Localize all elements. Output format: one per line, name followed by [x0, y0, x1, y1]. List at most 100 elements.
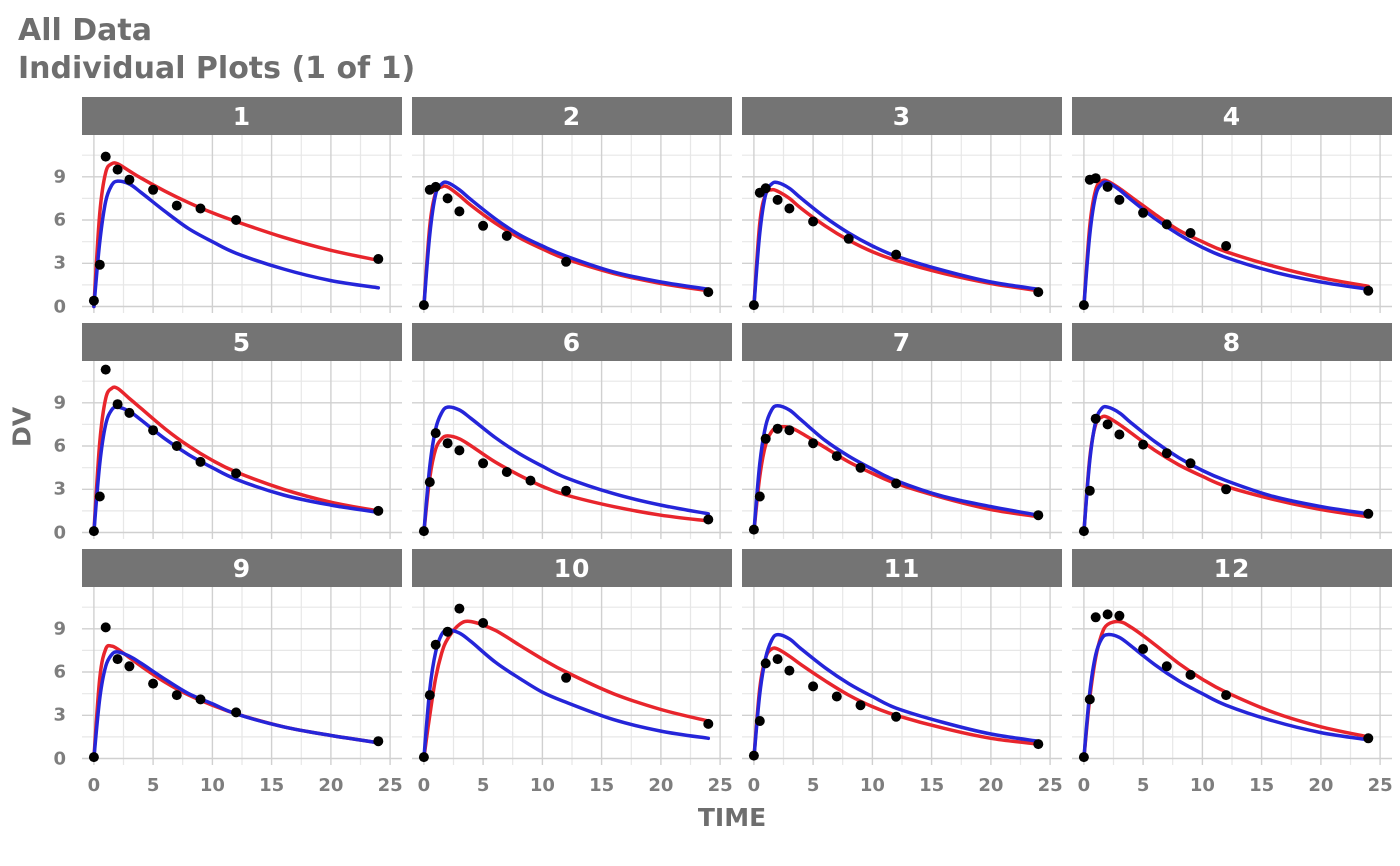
observation-point — [1102, 181, 1113, 192]
blue-curve — [422, 628, 711, 761]
observation-point — [373, 736, 384, 747]
observation-point — [1033, 510, 1044, 521]
observation-point — [171, 441, 182, 451]
observation-point — [124, 661, 135, 672]
x-axis-ticks: 0 5 10 15 20 25 — [1072, 775, 1393, 799]
observation-point — [231, 215, 242, 225]
observation-point — [772, 194, 783, 205]
observation-point — [703, 718, 714, 729]
observation-point — [171, 690, 182, 701]
observation-point — [1102, 419, 1113, 430]
observation-point — [772, 654, 783, 665]
observation-point — [442, 626, 453, 637]
observation-point — [891, 249, 902, 260]
observation-point — [418, 752, 429, 763]
x-tick-label: 0 — [747, 775, 761, 796]
y-tick-label: 0 — [53, 522, 66, 543]
observation-point — [1114, 429, 1125, 440]
observation-point — [760, 433, 771, 444]
observation-point — [784, 665, 795, 676]
observation-point — [100, 364, 111, 375]
x-axis-ticks: 0 5 10 15 20 25 — [742, 775, 1063, 799]
facet-plot-8 — [1072, 361, 1392, 539]
facet-strip-label: 8 — [1072, 323, 1392, 361]
observation-point — [808, 438, 819, 449]
x-tick-label: 20 — [978, 775, 1004, 796]
y-tick-label: 3 — [53, 478, 66, 500]
x-tick-label: 5 — [146, 775, 160, 796]
facet-panel-7: 7 — [742, 323, 1062, 539]
observation-point — [454, 603, 465, 614]
observation-point — [478, 458, 489, 469]
observation-point — [430, 639, 441, 650]
facet-strip-label: 9 — [82, 549, 402, 587]
facet-strip-label: 4 — [1072, 97, 1392, 135]
facet-panel-10: 10 — [412, 549, 732, 765]
observation-point — [1078, 526, 1089, 537]
x-tick-label: 15 — [259, 775, 285, 796]
observation-point — [1033, 287, 1044, 298]
blue-curve — [92, 650, 381, 761]
observation-point — [373, 505, 384, 516]
x-tick-label: 25 — [707, 775, 733, 796]
facet-strip-label: 11 — [742, 549, 1062, 587]
observation-point — [1078, 300, 1089, 311]
plot-subtitle: Individual Plots (1 of 1) — [18, 50, 416, 86]
facet-strip-label: 7 — [742, 323, 1062, 361]
observation-point — [1090, 612, 1101, 623]
observation-point — [418, 300, 429, 311]
x-tick-label: 20 — [648, 775, 674, 796]
observation-point — [1363, 285, 1374, 296]
x-tick-label: 5 — [1136, 775, 1150, 796]
facet-panel-3: 3 — [742, 97, 1062, 313]
observation-point — [748, 300, 759, 311]
observation-point — [88, 295, 99, 306]
x-tick-label: 25 — [1037, 775, 1063, 796]
y-tick-label: 3 — [53, 704, 66, 726]
observation-point — [100, 622, 111, 633]
observation-point — [1185, 458, 1196, 469]
observation-point — [148, 184, 159, 195]
observation-point — [561, 256, 572, 267]
observation-point — [1090, 173, 1101, 184]
red-curve — [92, 161, 381, 309]
observation-point — [478, 220, 489, 231]
x-tick-label: 5 — [806, 775, 820, 796]
observation-point — [703, 287, 714, 298]
facet-panel-11: 11 — [742, 549, 1062, 765]
facet-panel-2: 2 — [412, 97, 732, 313]
observation-point — [784, 203, 795, 214]
facet-panel-6: 6 — [412, 323, 732, 539]
observation-point — [754, 716, 765, 726]
observation-point — [88, 526, 99, 537]
observation-point — [501, 230, 512, 241]
facet-strip-label: 12 — [1072, 549, 1392, 587]
x-tick-label: 10 — [199, 775, 225, 796]
facet-grid: 0 3 6 9 1 2 3 4 0 3 6 9 5 6 7 8 0 3 6 9 9 10 11 12 0 5 10 15 20 25 0 5 1… — [10, 97, 1400, 799]
x-axis-ticks: 0 5 10 15 20 25 — [412, 775, 733, 799]
facet-plot-4 — [1072, 135, 1392, 313]
observation-point — [855, 700, 866, 711]
observation-point — [424, 690, 435, 701]
x-tick-label: 0 — [1077, 775, 1091, 796]
observation-point — [1161, 219, 1172, 230]
x-tick-label: 25 — [377, 775, 403, 796]
observation-point — [100, 151, 111, 162]
observation-point — [1033, 739, 1044, 750]
observation-point — [454, 445, 465, 456]
observation-point — [831, 451, 842, 462]
facet-panel-4: 4 — [1072, 97, 1392, 313]
observation-point — [703, 514, 714, 525]
observation-point — [454, 206, 465, 217]
x-tick-label: 10 — [529, 775, 555, 796]
observation-point — [195, 456, 206, 467]
observation-point — [94, 259, 105, 270]
facet-strip-label: 3 — [742, 97, 1062, 135]
y-tick-label: 9 — [53, 392, 66, 414]
facet-plot-11 — [742, 587, 1062, 765]
observation-point — [1138, 207, 1149, 218]
observation-point — [1078, 752, 1089, 763]
observation-point — [442, 193, 453, 204]
x-tick-label: 20 — [1308, 775, 1334, 796]
blue-curve — [1082, 180, 1371, 309]
